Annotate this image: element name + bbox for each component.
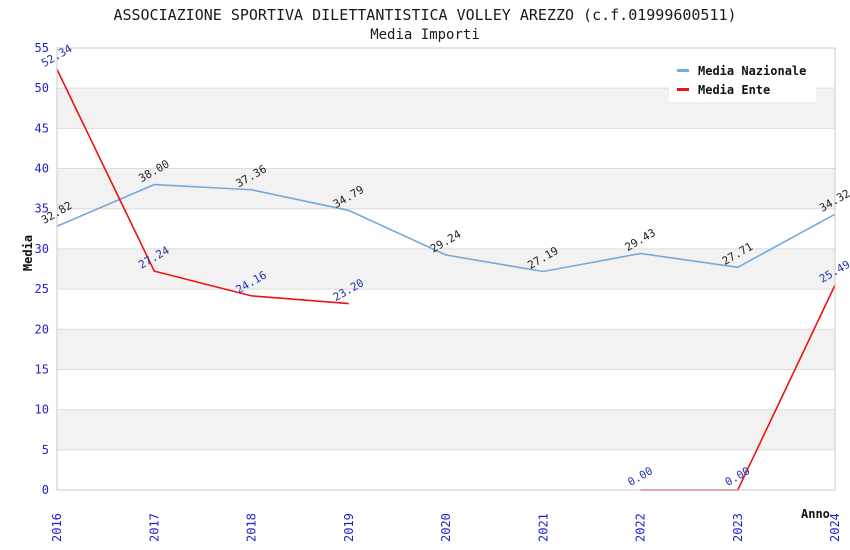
y-tick-label: 40 xyxy=(35,162,49,176)
x-tick-label: 2021 xyxy=(536,513,550,542)
media-nazionale-line-swatch xyxy=(677,69,689,72)
x-tick-label: 2019 xyxy=(342,513,356,542)
x-tick-label: 2017 xyxy=(147,513,161,542)
y-tick-label: 0 xyxy=(42,483,49,497)
x-axis-title: Anno xyxy=(801,507,830,521)
x-tick-label: 2020 xyxy=(439,513,453,542)
chart-subtitle: Media Importi xyxy=(370,27,480,43)
chart-title: ASSOCIAZIONE SPORTIVA DILETTANTISTICA VO… xyxy=(113,6,737,24)
x-tick-label: 2016 xyxy=(50,513,64,542)
x-tick-label: 2018 xyxy=(245,513,259,542)
plot-band xyxy=(57,329,835,370)
y-tick-label: 25 xyxy=(35,282,49,296)
y-axis-title: Media xyxy=(21,234,35,272)
plot-band xyxy=(57,168,835,209)
x-tick-label: 2023 xyxy=(731,513,745,542)
media-ente-line-swatch xyxy=(677,88,689,91)
legend-label-media-nazionale: Media Nazionale xyxy=(698,63,807,78)
legend-label-media-ente: Media Ente xyxy=(698,82,771,97)
x-tick-label: 2022 xyxy=(634,513,648,542)
legend-item-media-nazionale: Media Nazionale xyxy=(677,61,816,80)
legend-item-media-ente: Media Ente xyxy=(677,80,816,99)
y-tick-label: 50 xyxy=(35,81,49,95)
y-tick-label: 55 xyxy=(35,41,49,55)
data-label: 0.00 xyxy=(723,464,752,489)
legend: Media Nazionale Media Ente xyxy=(669,57,816,102)
plot-border xyxy=(56,47,836,491)
series-line-media-ente xyxy=(56,69,349,305)
y-tick-label: 20 xyxy=(35,322,49,336)
series-line-media-nazionale xyxy=(56,183,836,273)
y-tick-label: 45 xyxy=(35,121,49,135)
y-tick-label: 30 xyxy=(35,242,49,256)
data-label: 0.00 xyxy=(626,464,655,489)
series-line-media-ente xyxy=(640,284,836,491)
y-tick-label: 35 xyxy=(35,202,49,216)
y-tick-label: 10 xyxy=(35,403,49,417)
plot-band xyxy=(57,409,835,450)
x-tick-label: 2024 xyxy=(828,513,842,542)
y-tick-label: 5 xyxy=(42,443,49,457)
y-tick-label: 15 xyxy=(35,362,49,376)
